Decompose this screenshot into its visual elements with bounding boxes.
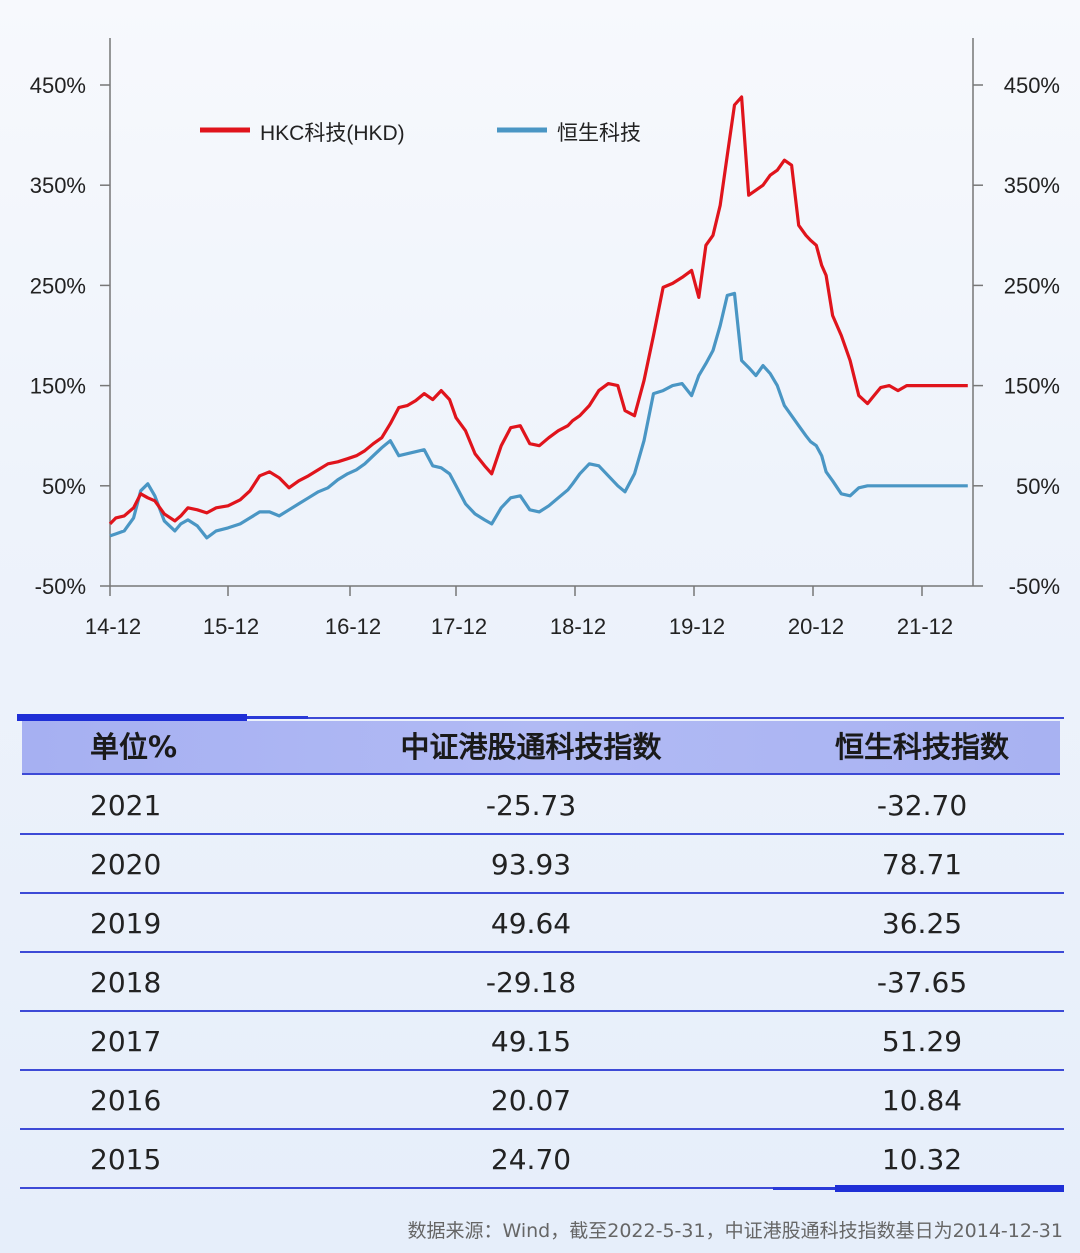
y-tick-label-right: 250% (1004, 273, 1060, 298)
x-tick-label: 18-12 (550, 614, 606, 639)
row-csi-value: 49.64 (490, 907, 572, 940)
row-year: 2021 (90, 789, 162, 822)
y-tick-label-right: 150% (1004, 374, 1060, 399)
x-tick-label: 17-12 (431, 614, 487, 639)
y-tick-label-left: 350% (30, 173, 86, 198)
row-year: 2018 (90, 966, 162, 999)
row-hs-value: 78.71 (881, 848, 963, 881)
y-tick-label-left: 450% (30, 73, 86, 98)
row-csi-value: 20.07 (490, 1084, 572, 1117)
table-top-rule (308, 717, 1064, 719)
y-tick-label-left: 150% (30, 374, 86, 399)
row-hs-value: 10.84 (881, 1084, 963, 1117)
row-hs-value: 51.29 (881, 1025, 963, 1058)
y-tick-label-right: 450% (1004, 73, 1060, 98)
series-line-hkc (108, 95, 968, 526)
table-top-accent (17, 714, 247, 721)
table-row-divider (20, 1187, 1064, 1189)
legend-label-hkc: HKC科技(HKD) (260, 122, 405, 145)
series-line-hs (109, 291, 968, 540)
row-csi-value: -29.18 (485, 966, 577, 999)
header-unit: 单位% (90, 730, 178, 764)
y-tick-label-right: -50% (1009, 574, 1060, 599)
table-row-divider (20, 833, 1064, 835)
x-tick-label: 20-12 (788, 614, 844, 639)
table-row-divider (20, 1010, 1064, 1012)
row-year: 2017 (90, 1025, 162, 1058)
y-tick-label-right: 350% (1004, 173, 1060, 198)
y-tick-label-left: -50% (35, 574, 86, 599)
row-hs-value: -32.70 (876, 789, 968, 822)
table-row-divider (20, 892, 1064, 894)
x-tick-label: 19-12 (669, 614, 725, 639)
row-year: 2016 (90, 1084, 162, 1117)
x-tick-label: 15-12 (203, 614, 259, 639)
y-tick-label-right: 50% (1016, 474, 1060, 499)
x-tick-label: 16-12 (325, 614, 381, 639)
header-hs-tech: 恒生科技指数 (834, 730, 1010, 764)
row-csi-value: 49.15 (490, 1025, 572, 1058)
table-top-accent-thin (247, 716, 308, 719)
row-hs-value: -37.65 (876, 966, 968, 999)
row-hs-value: 36.25 (881, 907, 963, 940)
source-note: 数据来源：Wind，截至2022-5-31，中证港股通科技指数基日为2014-1… (407, 1220, 1063, 1242)
row-csi-value: -25.73 (485, 789, 577, 822)
table-bottom-accent (835, 1185, 1064, 1192)
x-tick-label: 21-12 (897, 614, 953, 639)
legend-label-hs: 恒生科技 (557, 122, 641, 145)
table-row-divider (20, 1069, 1064, 1071)
row-hs-value: 10.32 (881, 1143, 963, 1176)
y-tick-label-left: 250% (30, 273, 86, 298)
row-year: 2015 (90, 1143, 162, 1176)
x-tick-label: 14-12 (85, 614, 141, 639)
table-header (22, 721, 1060, 775)
header-csi-tech: 中证港股通科技指数 (400, 730, 662, 764)
table-bottom-accent-thin (773, 1187, 835, 1190)
table-row-divider (20, 951, 1064, 953)
row-year: 2019 (90, 907, 162, 940)
table-row-divider (20, 1128, 1064, 1130)
row-csi-value: 24.70 (490, 1143, 572, 1176)
y-tick-label-left: 50% (42, 474, 86, 499)
row-year: 2020 (90, 848, 162, 881)
row-csi-value: 93.93 (490, 848, 572, 881)
line-chart: 450% 350% 250% 150% 50% -50% 450% 350% 250% 150%… (30, 38, 1060, 639)
